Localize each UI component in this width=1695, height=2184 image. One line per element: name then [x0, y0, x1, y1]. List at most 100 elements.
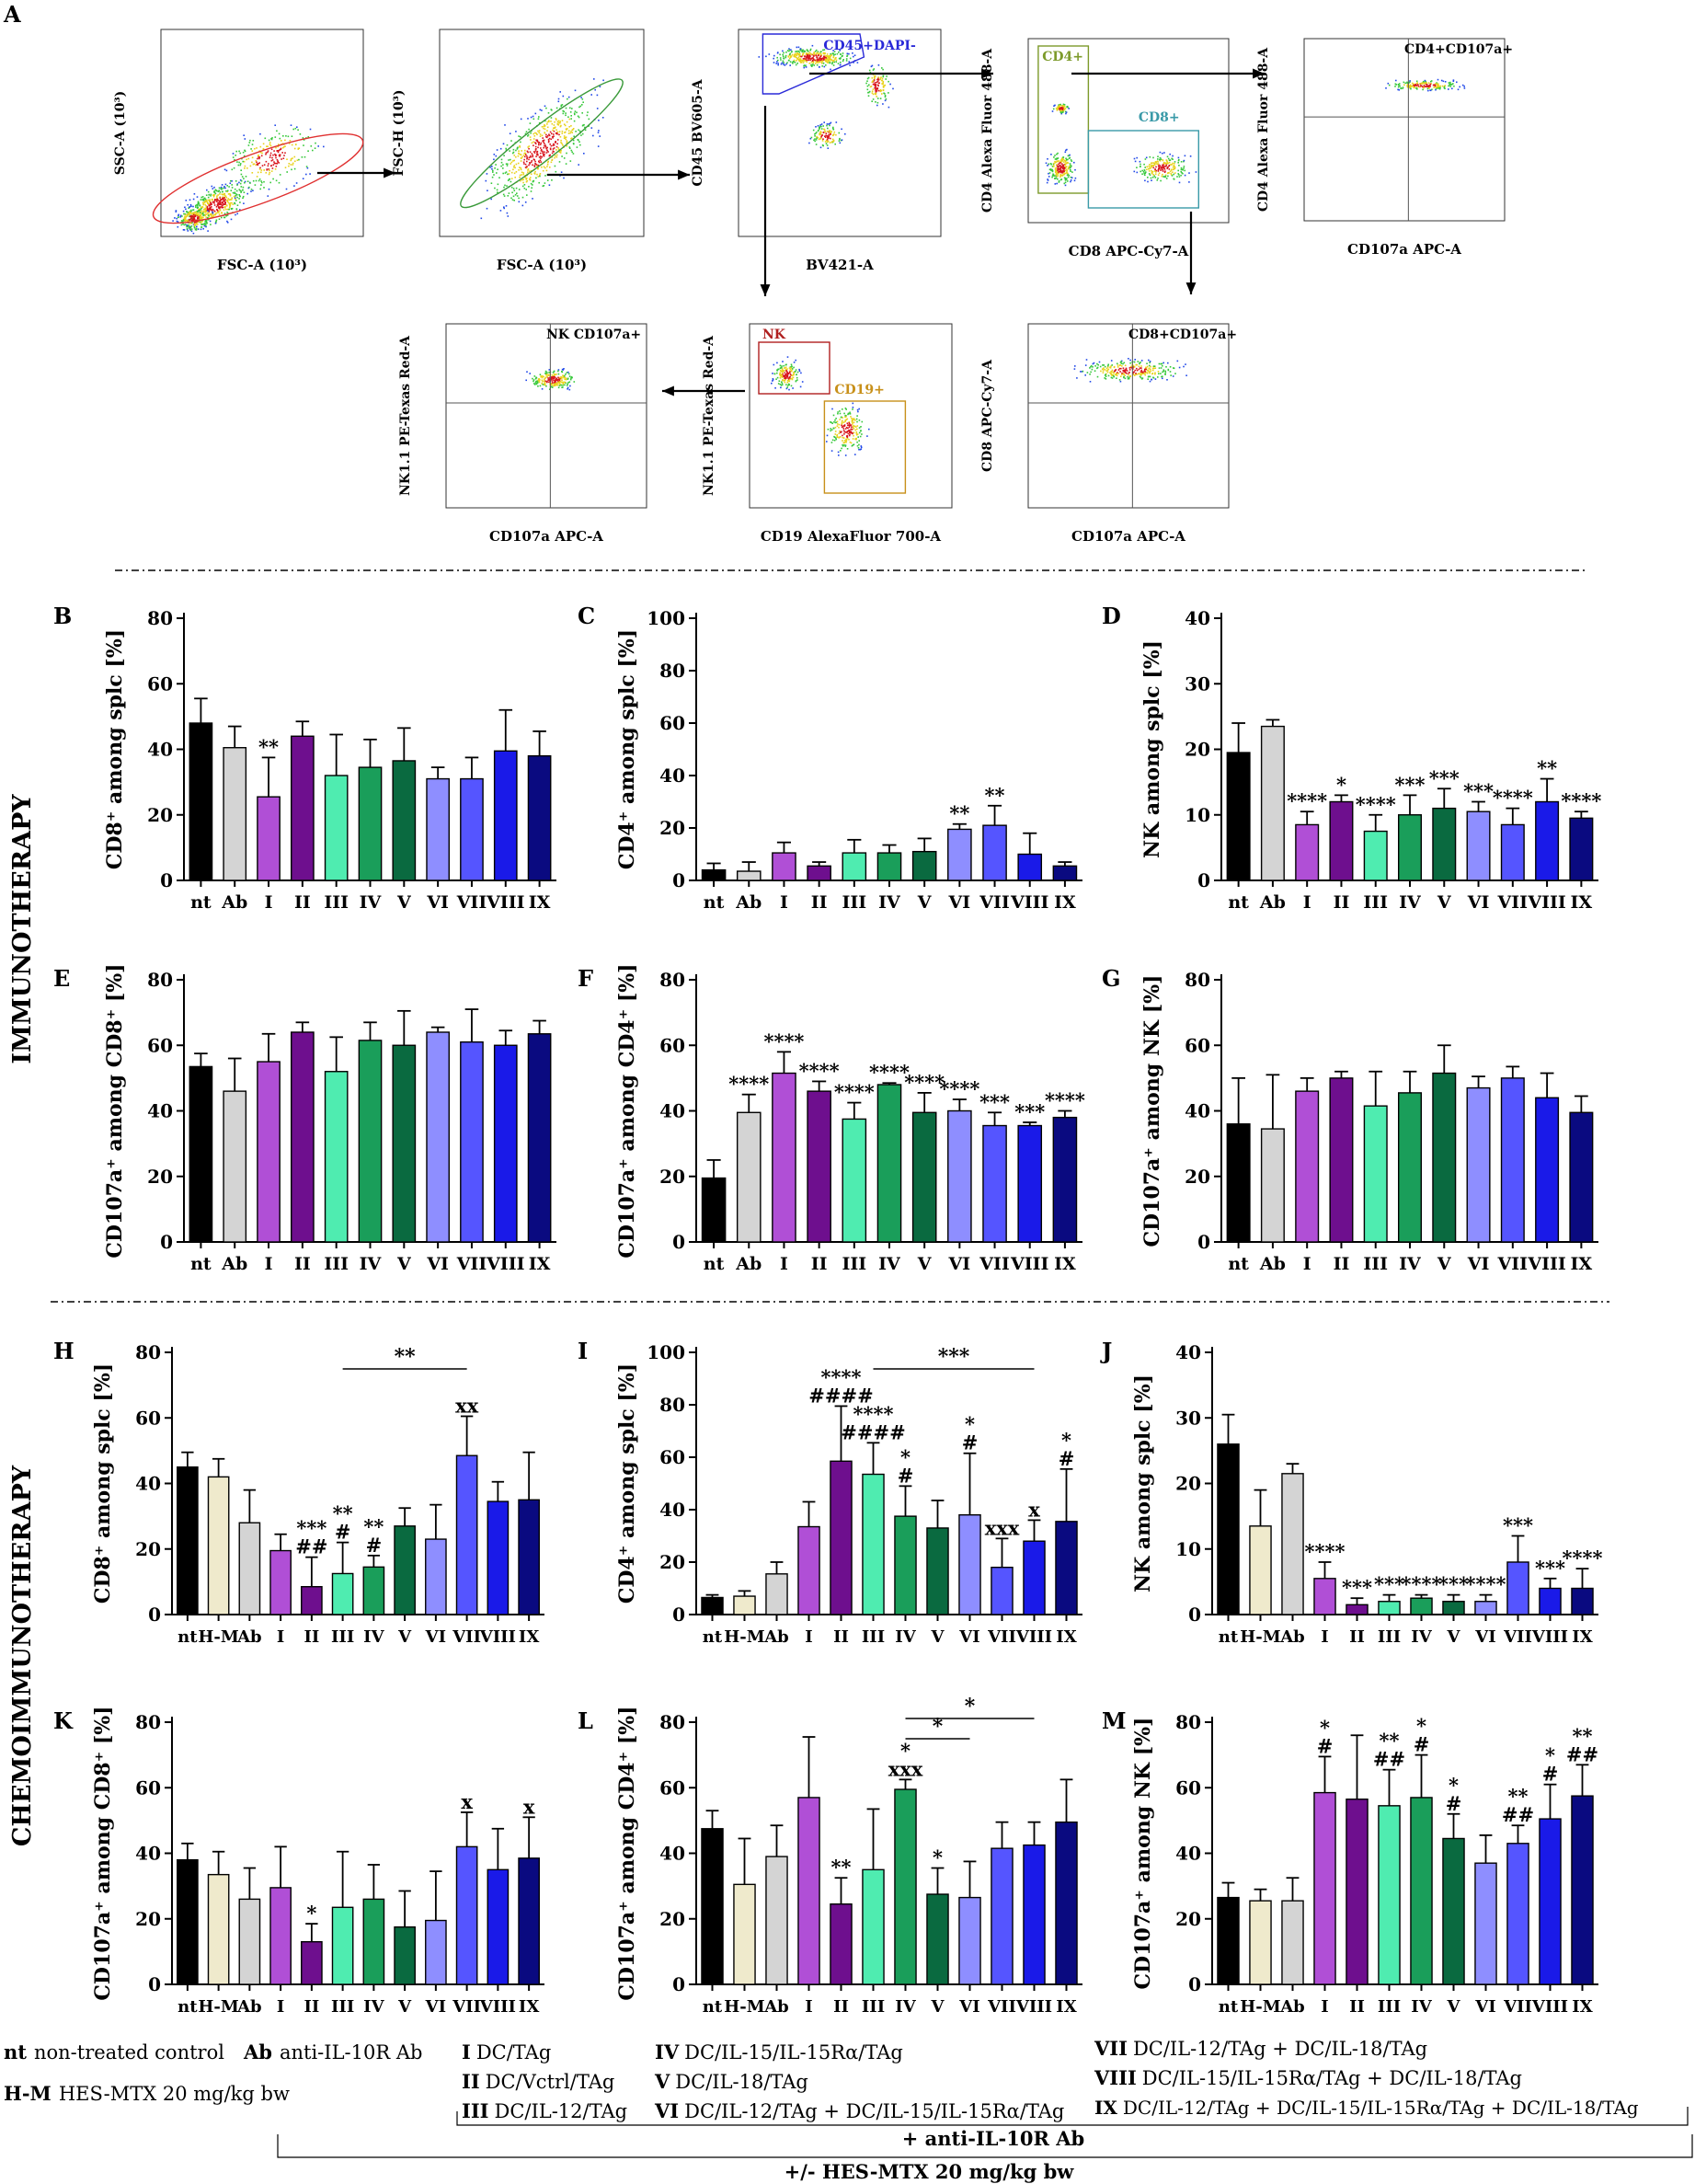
event-dot	[1045, 162, 1048, 165]
event-dot	[1162, 176, 1164, 178]
event-dot	[195, 214, 197, 216]
event-dot	[578, 141, 580, 143]
event-dot	[844, 428, 847, 430]
event-dot	[196, 207, 199, 209]
event-dot	[515, 155, 517, 158]
event-dot	[569, 378, 572, 381]
event-dot	[1118, 367, 1121, 370]
event-dot	[208, 204, 210, 206]
event-dot	[842, 60, 844, 63]
event-dot	[515, 149, 517, 152]
event-dot	[832, 427, 835, 430]
event-dot	[196, 206, 199, 208]
event-dot	[1065, 111, 1068, 113]
event-dot	[555, 170, 557, 173]
event-dot	[826, 139, 829, 141]
event-dot	[851, 428, 853, 431]
event-dot	[785, 54, 787, 57]
event-dot	[790, 367, 792, 369]
significance-label: ****	[728, 1073, 769, 1096]
x-tick-label: VIII	[486, 1254, 525, 1274]
event-dot	[529, 177, 532, 178]
event-dot	[530, 190, 533, 192]
event-dot	[831, 141, 833, 143]
bar-I	[257, 1061, 281, 1243]
event-dot	[820, 123, 823, 125]
y-axis-label: CD4⁺ among splc [%]	[615, 1363, 639, 1604]
event-dot	[787, 380, 790, 382]
event-dot	[1168, 161, 1171, 164]
event-dot	[1153, 175, 1156, 178]
event-dot	[1387, 82, 1390, 85]
bar-Ab	[765, 1573, 788, 1615]
event-dot	[1430, 80, 1432, 83]
event-dot	[545, 135, 547, 138]
x-tick-label: VII	[1497, 1254, 1529, 1274]
event-dot	[553, 151, 555, 153]
event-dot	[523, 163, 525, 165]
flow-ylabel: NK1.1 PE-Texas Red-A	[398, 335, 413, 496]
event-dot	[783, 62, 785, 63]
event-dot	[816, 132, 818, 133]
event-dot	[777, 63, 779, 64]
x-tick-label: III	[324, 892, 349, 913]
y-tick-label: 20	[659, 1166, 685, 1188]
panel-letter: E	[53, 965, 70, 992]
event-dot	[830, 450, 833, 452]
event-dot	[538, 379, 540, 382]
bar-II	[291, 1031, 315, 1243]
event-dot	[189, 203, 192, 206]
event-dot	[240, 186, 243, 188]
event-dot	[570, 115, 572, 117]
event-dot	[832, 140, 835, 143]
event-dot	[235, 195, 237, 197]
event-dot	[239, 195, 241, 198]
event-dot	[1053, 165, 1055, 167]
event-dot	[830, 429, 833, 431]
event-dot	[820, 53, 822, 55]
event-dot	[865, 82, 867, 85]
event-dot	[1067, 176, 1070, 178]
event-dot	[507, 179, 510, 181]
event-dot	[1174, 167, 1176, 168]
event-dot	[215, 213, 217, 214]
event-dot	[500, 165, 502, 167]
event-dot	[889, 83, 891, 86]
flow-xlabel: CD8 APC-Cy7-A	[1069, 243, 1189, 259]
event-dot	[1169, 366, 1172, 368]
event-dot	[786, 375, 789, 377]
event-dot	[1055, 175, 1057, 178]
event-dot	[1439, 85, 1441, 87]
event-dot	[806, 49, 808, 51]
event-dot	[821, 65, 823, 67]
event-dot	[553, 143, 555, 145]
event-dot	[830, 54, 833, 56]
event-dot	[1408, 85, 1411, 87]
x-tick-label: VIII	[1010, 892, 1049, 913]
event-dot	[881, 67, 883, 69]
y-tick-label: 40	[1185, 1100, 1210, 1122]
event-dot	[872, 93, 875, 96]
event-dot	[807, 50, 808, 52]
event-dot	[238, 181, 240, 184]
event-dot	[787, 59, 790, 62]
event-dot	[1101, 368, 1104, 370]
event-dot	[792, 61, 795, 63]
event-dot	[838, 437, 840, 439]
event-dot	[579, 105, 582, 108]
event-dot	[1061, 158, 1063, 160]
event-dot	[268, 173, 270, 176]
event-dot	[809, 49, 811, 52]
event-dot	[1062, 165, 1065, 167]
x-tick-label: H-M	[198, 1997, 238, 2017]
bar-IX	[1052, 865, 1078, 881]
event-dot	[550, 144, 553, 147]
event-dot	[561, 370, 563, 373]
event-dot	[566, 142, 568, 144]
event-dot	[219, 200, 222, 202]
event-dot	[541, 126, 544, 128]
event-dot	[1144, 167, 1146, 168]
event-dot	[506, 144, 509, 146]
event-dot	[192, 215, 194, 218]
x-tick-label: VI	[1474, 1627, 1495, 1647]
